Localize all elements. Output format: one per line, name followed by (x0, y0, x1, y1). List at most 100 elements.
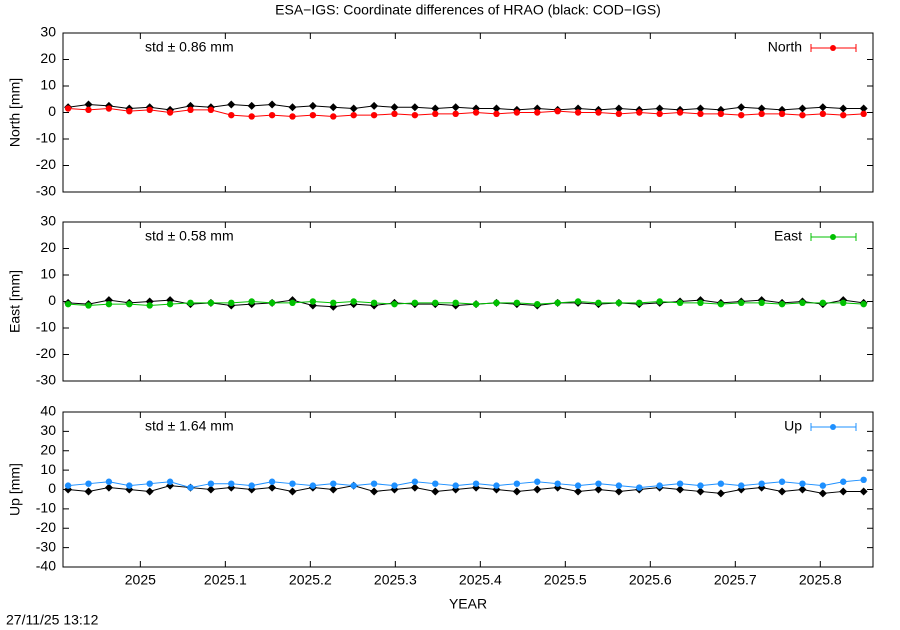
data-point (370, 101, 379, 110)
x-tick-label: 2025.2 (289, 572, 332, 588)
data-point (370, 299, 378, 307)
data-point (105, 105, 113, 112)
data-point (738, 299, 745, 307)
data-point (309, 298, 317, 305)
annotation: std ± 1.64 mm (145, 418, 234, 434)
data-point (758, 110, 765, 118)
data-point (350, 298, 357, 305)
data-point (391, 300, 398, 308)
series-line (68, 104, 864, 111)
data-point (636, 484, 643, 491)
data-point (126, 107, 133, 115)
data-point (594, 485, 603, 494)
data-point (248, 298, 255, 305)
data-point (493, 299, 500, 307)
y-tick-label: 20 (40, 50, 56, 66)
data-point (655, 104, 664, 113)
y-tick-label: -10 (36, 319, 56, 335)
data-point (716, 489, 725, 498)
data-point (860, 476, 867, 484)
data-point (64, 300, 72, 308)
data-point (166, 478, 174, 485)
data-point (696, 487, 705, 496)
data-point (431, 104, 440, 113)
data-point (166, 109, 174, 116)
data-point (349, 104, 358, 113)
data-point (758, 480, 765, 487)
data-point (840, 478, 847, 485)
data-point (778, 300, 786, 308)
data-point (289, 113, 296, 120)
data-point (798, 485, 807, 494)
annotation: std ± 0.86 mm (145, 39, 234, 55)
data-point (717, 480, 725, 487)
data-point (676, 109, 684, 116)
data-point (370, 487, 379, 496)
x-tick-label: 2025 (125, 572, 156, 588)
data-point (697, 482, 704, 489)
series-line (68, 299, 864, 308)
data-point (512, 487, 521, 496)
y-tick-label: -10 (36, 130, 56, 146)
data-point (533, 485, 542, 494)
data-point (614, 487, 623, 496)
data-point (289, 299, 296, 307)
data-point (187, 299, 194, 307)
y-axis-label: East [mm] (7, 270, 23, 333)
y-tick-label: -30 (36, 538, 56, 554)
data-point (350, 111, 357, 119)
data-point (595, 480, 602, 487)
data-point (554, 480, 561, 487)
data-point (268, 100, 277, 109)
data-point (105, 300, 113, 308)
data-point (615, 299, 623, 307)
data-point (187, 106, 194, 114)
plot-frame (62, 411, 874, 568)
x-tick-label: 2025.8 (799, 572, 842, 588)
data-point (574, 109, 582, 116)
data-point (513, 299, 521, 307)
data-point (411, 478, 419, 485)
data-point (860, 110, 867, 118)
data-point (411, 111, 419, 119)
data-point (737, 103, 746, 112)
y-tick-label: -30 (36, 183, 56, 199)
data-point (146, 480, 153, 487)
y-tick-label: 30 (40, 422, 56, 438)
y-tick-label: 30 (40, 213, 56, 229)
data-point (452, 110, 459, 118)
data-point (615, 110, 623, 118)
annotation: std ± 0.58 mm (145, 228, 234, 244)
legend-label: North (768, 39, 802, 55)
data-point (676, 299, 684, 307)
data-point (64, 482, 72, 489)
legend-marker (830, 424, 836, 430)
data-point (105, 478, 113, 485)
data-point (268, 299, 276, 307)
data-point (329, 485, 338, 494)
data-point (472, 300, 480, 308)
data-point (432, 480, 439, 487)
data-point (839, 487, 848, 496)
data-point (84, 100, 93, 109)
data-point (799, 111, 806, 119)
data-point (64, 105, 72, 112)
data-point (104, 483, 113, 492)
data-point (595, 299, 602, 307)
data-point (839, 104, 848, 113)
x-tick-label: 2025.1 (204, 572, 247, 588)
data-point (778, 110, 786, 118)
data-point (207, 299, 215, 307)
plot-frame (62, 221, 874, 382)
series-line (68, 300, 864, 306)
data-point (472, 480, 480, 487)
data-point (308, 101, 317, 110)
data-point (370, 480, 378, 487)
y-tick-label: -20 (36, 156, 56, 172)
y-tick-label: 0 (48, 103, 56, 119)
data-point (228, 111, 235, 119)
data-point (859, 487, 868, 496)
y-tick-label: 10 (40, 77, 56, 93)
data-point (228, 480, 235, 487)
data-point (288, 103, 297, 112)
